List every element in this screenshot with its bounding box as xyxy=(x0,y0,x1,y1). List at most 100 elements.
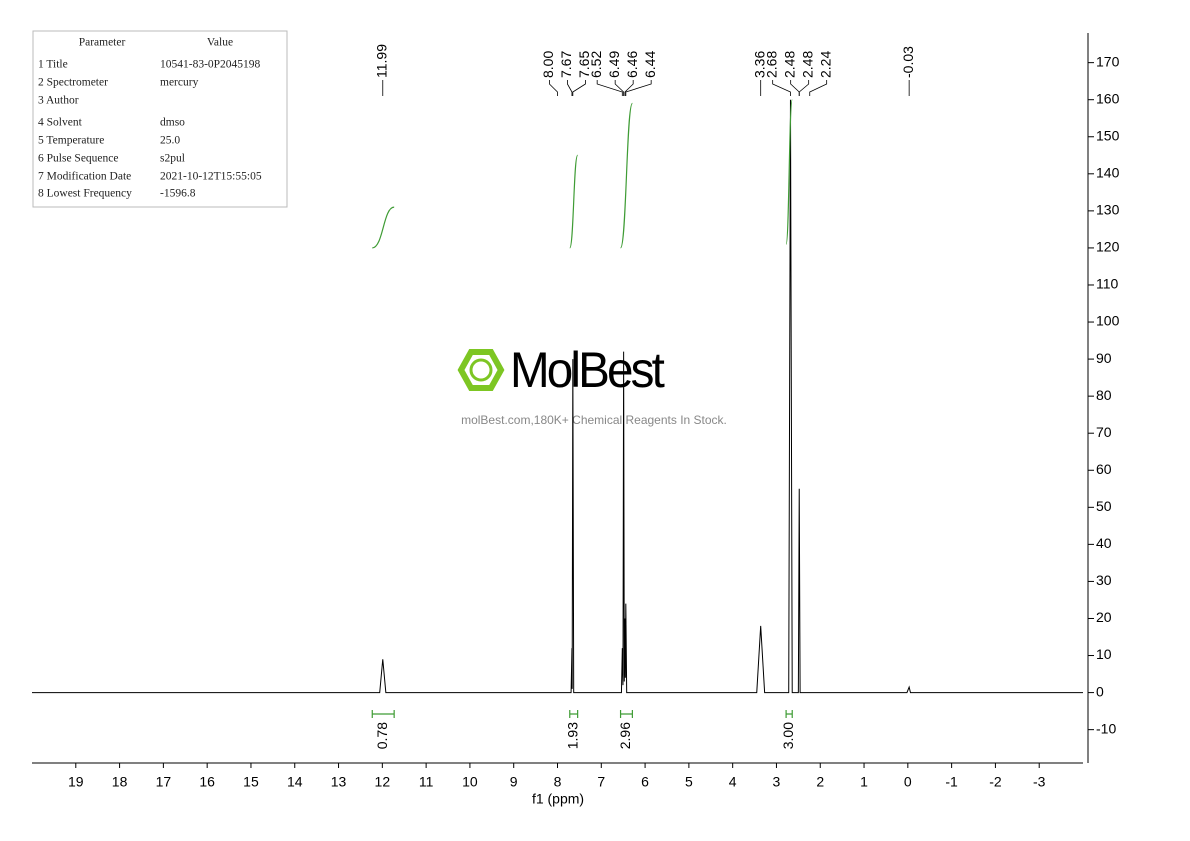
x-tick-label: 5 xyxy=(685,774,693,790)
x-tick-label: 17 xyxy=(156,774,172,790)
param-name: 4 Solvent xyxy=(38,117,83,129)
x-tick-label: 6 xyxy=(641,774,649,790)
param-value: 10541-83-0P2045198 xyxy=(160,59,261,71)
peak-label: 2.68 xyxy=(763,51,779,78)
peak-label: 7.67 xyxy=(558,51,574,78)
x-tick-label: 15 xyxy=(243,774,259,790)
peak-label: 3.36 xyxy=(751,51,767,78)
y-tick-label: 110 xyxy=(1096,276,1119,292)
peak-connector xyxy=(572,80,586,96)
peak-connector xyxy=(772,80,791,96)
x-tick-label: 2 xyxy=(816,774,824,790)
param-name: 8 Lowest Frequency xyxy=(38,188,132,200)
param-value: mercury xyxy=(160,77,199,89)
y-tick-label: 20 xyxy=(1096,609,1112,625)
x-tick-label: 1 xyxy=(860,774,868,790)
x-axis-title: f1 (ppm) xyxy=(532,791,584,807)
peak-label: -0.03 xyxy=(900,46,916,78)
peak-connector xyxy=(625,80,652,96)
param-name: 5 Temperature xyxy=(38,135,104,147)
param-value: 25.0 xyxy=(160,135,180,147)
x-tick-label: 7 xyxy=(597,774,605,790)
integral-bracket xyxy=(569,710,579,718)
x-tick-label: 12 xyxy=(375,774,391,790)
watermark-brand: MolBest xyxy=(510,342,665,398)
param-name: 7 Modification Date xyxy=(38,171,131,183)
peak-connector xyxy=(549,80,558,96)
param-value: 2021-10-12T15:55:05 xyxy=(160,171,262,183)
x-tick-label: 13 xyxy=(331,774,347,790)
y-tick-label: 10 xyxy=(1096,646,1112,662)
peak-connector xyxy=(798,80,810,96)
y-tick-label: 140 xyxy=(1096,165,1120,181)
x-tick-label: 4 xyxy=(729,774,737,790)
peak-connector xyxy=(809,80,828,96)
integral-label: 2.96 xyxy=(617,722,633,749)
y-tick-label: 150 xyxy=(1096,127,1120,143)
x-tick-label: 19 xyxy=(68,774,84,790)
y-tick-label: 100 xyxy=(1096,313,1120,329)
y-tick-label: 0 xyxy=(1096,683,1104,699)
x-tick-label: 8 xyxy=(554,774,562,790)
y-tick-label: 70 xyxy=(1096,424,1112,440)
integral-label: 1.93 xyxy=(564,722,580,749)
y-tick-label: 130 xyxy=(1096,202,1120,218)
y-tick-label: 40 xyxy=(1096,535,1112,551)
integral-curve xyxy=(569,154,579,249)
x-tick-label: 10 xyxy=(462,774,478,790)
peak-label: 6.46 xyxy=(624,51,640,78)
integral-curve xyxy=(785,99,793,245)
integral-bracket xyxy=(785,710,793,718)
x-tick-label: 14 xyxy=(287,774,303,790)
peak-label: 2.48 xyxy=(799,51,815,78)
peak-label: 11.99 xyxy=(373,44,389,78)
param-value: -1596.8 xyxy=(160,188,196,200)
peak-label: 8.00 xyxy=(540,51,556,78)
logo-ring xyxy=(469,358,493,382)
y-tick-label: -10 xyxy=(1096,720,1116,736)
x-tick-label: 9 xyxy=(510,774,518,790)
y-tick-label: 90 xyxy=(1096,350,1112,366)
peak-label: 2.24 xyxy=(817,51,833,78)
integral-bracket xyxy=(371,710,395,718)
y-tick-label: 50 xyxy=(1096,498,1112,514)
param-name: 1 Title xyxy=(38,59,68,71)
peak-label: 6.49 xyxy=(606,51,622,78)
logo-hexagon xyxy=(457,349,505,391)
x-tick-label: 11 xyxy=(419,774,434,790)
integral-bracket xyxy=(619,710,633,718)
integral-label: 0.78 xyxy=(374,722,390,749)
integral-curve xyxy=(619,102,633,249)
peak-label: 7.65 xyxy=(576,51,592,78)
x-tick-label: -3 xyxy=(1033,774,1046,790)
spectrum-line xyxy=(32,99,1083,694)
y-tick-label: 160 xyxy=(1096,90,1120,106)
x-tick-label: 18 xyxy=(112,774,128,790)
y-tick-label: 80 xyxy=(1096,387,1112,403)
x-tick-label: 16 xyxy=(199,774,215,790)
peak-connector xyxy=(624,80,634,96)
y-tick-label: 170 xyxy=(1096,53,1120,69)
watermark-tagline: molBest.com,180K+ Chemical Reagents In S… xyxy=(461,413,727,427)
param-name: 2 Spectrometer xyxy=(38,77,108,89)
peak-connector xyxy=(614,80,625,96)
integral-curve xyxy=(372,206,395,249)
x-tick-label: 0 xyxy=(904,774,912,790)
param-name: 3 Author xyxy=(38,95,79,107)
param-value: dmso xyxy=(160,117,185,129)
peak-label: 6.44 xyxy=(642,51,658,78)
parameter-box xyxy=(32,30,288,208)
param-header: Parameter xyxy=(79,37,126,49)
peak-label: 2.48 xyxy=(781,51,797,78)
x-tick-label: -2 xyxy=(989,774,1002,790)
integral-label: 3.00 xyxy=(780,722,796,749)
x-tick-label: -1 xyxy=(945,774,958,790)
y-tick-label: 30 xyxy=(1096,572,1112,588)
peak-label: 6.52 xyxy=(588,51,604,78)
peak-connector xyxy=(567,80,573,96)
peak-connector xyxy=(596,80,623,96)
param-header: Value xyxy=(207,37,233,49)
param-name: 6 Pulse Sequence xyxy=(38,153,118,165)
